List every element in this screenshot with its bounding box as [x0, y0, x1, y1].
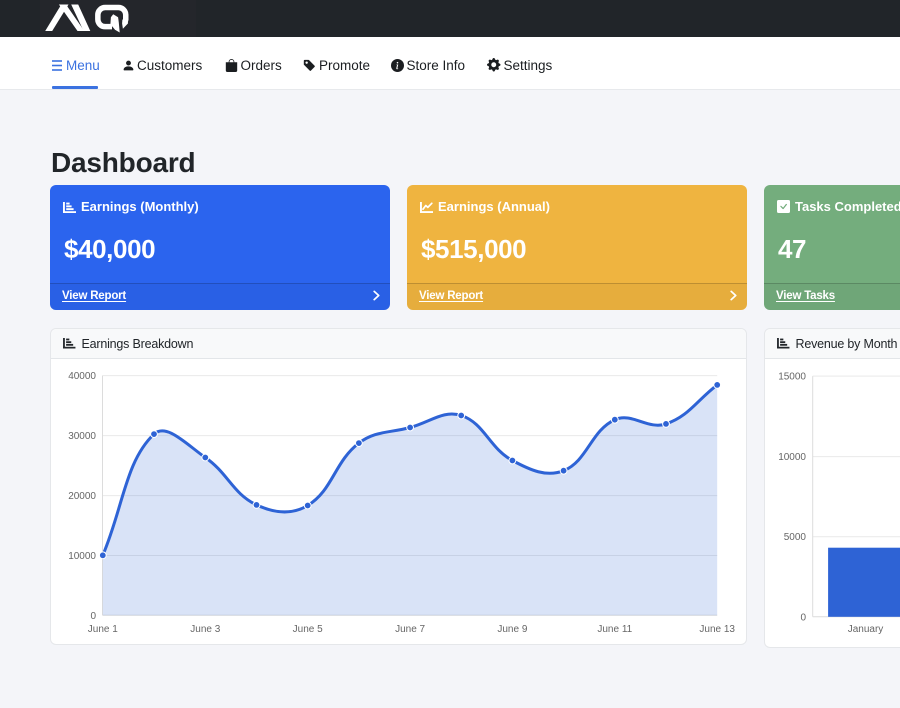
svg-text:20000: 20000: [68, 491, 96, 502]
svg-text:June 1: June 1: [88, 624, 118, 635]
svg-text:0: 0: [800, 612, 806, 623]
svg-text:June 3: June 3: [190, 624, 220, 635]
svg-text:0: 0: [90, 611, 96, 622]
svg-text:15000: 15000: [778, 372, 806, 383]
svg-text:June 5: June 5: [293, 624, 323, 635]
svg-text:June 7: June 7: [395, 624, 425, 635]
svg-text:June 9: June 9: [497, 624, 527, 635]
svg-text:January: January: [848, 624, 884, 635]
svg-text:June 13: June 13: [699, 624, 735, 635]
svg-text:40000: 40000: [68, 371, 96, 382]
svg-text:10000: 10000: [68, 551, 96, 562]
svg-text:June 11: June 11: [597, 624, 632, 635]
svg-text:5000: 5000: [784, 532, 807, 543]
svg-text:30000: 30000: [68, 431, 96, 442]
svg-text:10000: 10000: [778, 452, 806, 463]
